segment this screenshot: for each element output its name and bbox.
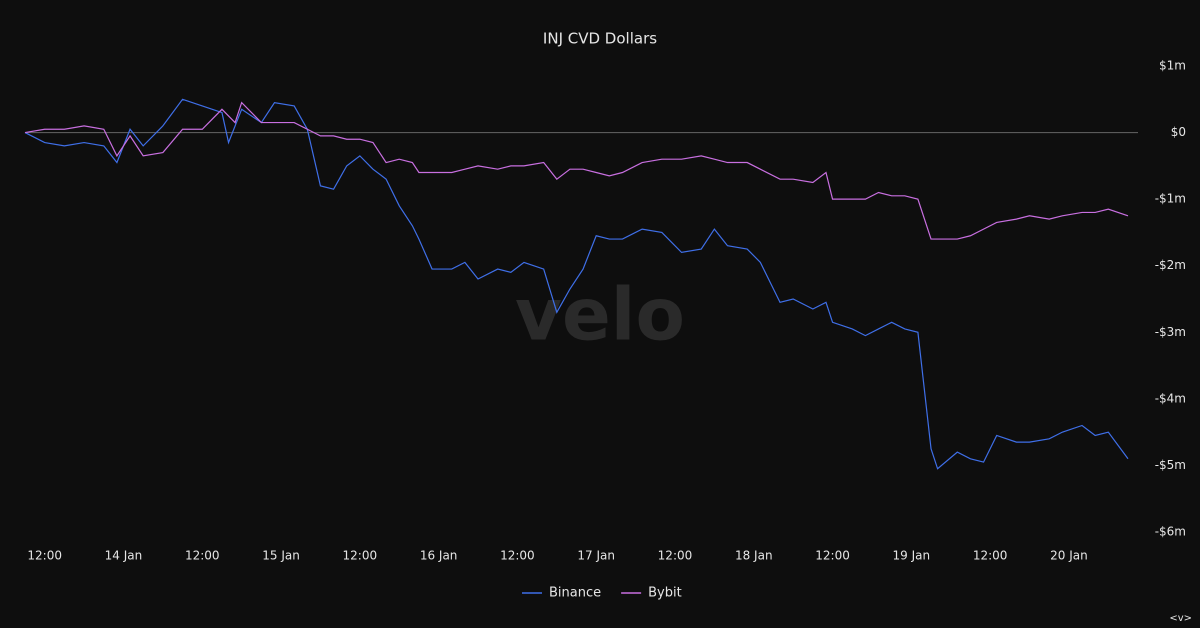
x-tick-label: 17 Jan: [577, 549, 615, 563]
watermark: velo: [515, 273, 685, 357]
y-tick-label: $1m: [1159, 59, 1186, 73]
y-tick-label: -$2m: [1155, 258, 1186, 272]
x-tick-label: 12:00: [185, 549, 220, 563]
x-tick-label: 19 Jan: [893, 549, 931, 563]
y-tick-label: -$1m: [1155, 192, 1186, 206]
y-tick-label: -$5m: [1155, 458, 1186, 472]
series-line: [24, 98, 1129, 470]
x-tick-label: 14 Jan: [105, 549, 143, 563]
series-line: [24, 101, 1129, 240]
footer-mark: <v>: [1169, 613, 1192, 624]
x-tick-label: 12:00: [815, 549, 850, 563]
legend-label: Binance: [549, 586, 601, 601]
legend-label: Bybit: [648, 586, 682, 601]
x-tick-label: 12:00: [973, 549, 1008, 563]
x-tick-label: 16 Jan: [420, 549, 458, 563]
x-tick-label: 12:00: [27, 549, 62, 563]
x-tick-label: 18 Jan: [735, 549, 773, 563]
y-tick-label: -$3m: [1155, 325, 1186, 339]
y-tick-label: -$6m: [1155, 525, 1186, 539]
chart-title: INJ CVD Dollars: [543, 30, 657, 48]
x-tick-label: 12:00: [343, 549, 378, 563]
y-tick-label: $0: [1171, 125, 1186, 139]
x-tick-label: 20 Jan: [1050, 549, 1088, 563]
x-tick-label: 12:00: [500, 549, 535, 563]
x-tick-label: 15 Jan: [262, 549, 300, 563]
x-tick-label: 12:00: [658, 549, 693, 563]
y-tick-label: -$4m: [1155, 391, 1186, 405]
